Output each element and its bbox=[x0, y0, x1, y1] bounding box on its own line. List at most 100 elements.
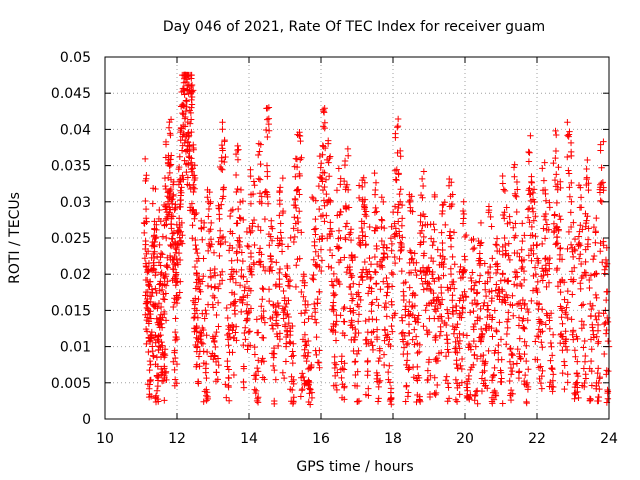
data-point bbox=[240, 341, 247, 349]
data-point bbox=[262, 188, 269, 195]
data-point bbox=[143, 328, 151, 335]
data-point bbox=[565, 167, 572, 174]
data-point bbox=[236, 238, 244, 245]
data-point bbox=[447, 285, 454, 292]
data-point bbox=[513, 178, 521, 186]
data-point bbox=[527, 132, 534, 139]
x-tick-label: 10 bbox=[96, 431, 114, 447]
data-point bbox=[537, 363, 544, 370]
data-point bbox=[541, 159, 548, 166]
data-point bbox=[321, 183, 328, 191]
data-point bbox=[560, 358, 568, 365]
data-point bbox=[482, 358, 489, 365]
data-point bbox=[601, 320, 608, 328]
data-point bbox=[444, 340, 451, 347]
data-point bbox=[158, 365, 165, 373]
data-point bbox=[503, 330, 511, 338]
data-point bbox=[213, 328, 220, 336]
data-point bbox=[481, 260, 488, 267]
data-point bbox=[501, 209, 508, 216]
data-point bbox=[397, 147, 404, 155]
data-point bbox=[476, 278, 483, 285]
data-point bbox=[459, 273, 467, 281]
data-point bbox=[249, 190, 257, 198]
data-point bbox=[311, 316, 319, 323]
data-point bbox=[541, 235, 549, 242]
data-point bbox=[200, 273, 207, 280]
data-point bbox=[180, 102, 188, 110]
data-point bbox=[503, 204, 510, 211]
data-point bbox=[168, 196, 175, 204]
data-point bbox=[167, 116, 175, 123]
data-point bbox=[158, 338, 165, 346]
data-point bbox=[424, 376, 432, 383]
data-point bbox=[297, 393, 305, 400]
data-point bbox=[157, 303, 165, 311]
data-point bbox=[360, 174, 367, 181]
data-point bbox=[477, 353, 485, 360]
data-point bbox=[478, 333, 485, 340]
data-point bbox=[509, 292, 516, 299]
data-point bbox=[576, 228, 583, 235]
data-point bbox=[330, 270, 338, 278]
data-point bbox=[484, 306, 492, 313]
data-point bbox=[163, 234, 170, 242]
data-point bbox=[466, 342, 474, 350]
data-point bbox=[318, 175, 326, 182]
data-point bbox=[602, 262, 610, 270]
data-point bbox=[395, 201, 402, 208]
data-point bbox=[417, 218, 424, 226]
data-point bbox=[588, 346, 595, 353]
data-point bbox=[427, 299, 435, 306]
data-point bbox=[586, 397, 594, 404]
data-point bbox=[264, 168, 271, 175]
data-point bbox=[568, 179, 575, 187]
data-point bbox=[542, 267, 549, 274]
data-point bbox=[309, 275, 316, 282]
data-point bbox=[143, 304, 151, 312]
data-point bbox=[398, 222, 406, 229]
y-axis-label: ROTI / TECUs bbox=[7, 192, 23, 284]
data-point bbox=[477, 325, 485, 333]
data-point bbox=[294, 131, 301, 138]
data-point bbox=[227, 276, 234, 283]
data-point bbox=[372, 280, 380, 288]
data-point bbox=[593, 316, 600, 324]
data-point bbox=[166, 252, 174, 260]
data-point bbox=[604, 337, 612, 345]
data-point bbox=[576, 204, 584, 211]
data-point bbox=[453, 398, 461, 405]
data-point bbox=[397, 153, 404, 160]
data-point bbox=[402, 311, 409, 319]
data-point bbox=[528, 247, 535, 254]
data-point bbox=[373, 316, 380, 323]
data-point bbox=[194, 276, 202, 283]
data-point bbox=[242, 336, 249, 343]
data-point bbox=[592, 229, 599, 236]
data-point bbox=[244, 342, 252, 350]
data-point bbox=[172, 269, 180, 276]
data-point bbox=[361, 258, 369, 266]
data-point bbox=[569, 331, 576, 338]
data-point bbox=[507, 364, 515, 372]
x-tick-label: 18 bbox=[384, 431, 402, 447]
data-point bbox=[216, 280, 224, 288]
data-point bbox=[579, 301, 587, 308]
data-point bbox=[498, 356, 505, 363]
data-point bbox=[233, 249, 240, 257]
data-point bbox=[451, 261, 458, 268]
data-point bbox=[560, 340, 568, 347]
data-point bbox=[229, 349, 236, 356]
data-point bbox=[481, 299, 488, 307]
data-point bbox=[282, 343, 290, 350]
data-point bbox=[375, 357, 382, 365]
data-point bbox=[268, 217, 275, 225]
data-point bbox=[147, 361, 154, 368]
data-point bbox=[447, 243, 455, 250]
data-point bbox=[577, 260, 585, 268]
data-point bbox=[368, 308, 375, 315]
data-point bbox=[279, 305, 287, 312]
data-point bbox=[152, 235, 159, 242]
data-point bbox=[169, 213, 177, 220]
